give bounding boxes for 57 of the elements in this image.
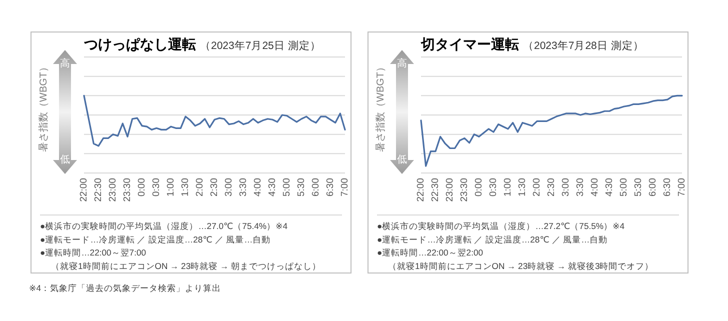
text: 高 [397,58,407,70]
x-tick-label: 22:00 [416,178,426,202]
text: ●横浜市の実験時間の平均気温（湿度）…27.2℃（75.5%）※4 [377,221,625,231]
x-tick-label: 5:00 [282,178,292,196]
text: ●運転モード…冷房運転 ／ 設定温度…28℃ ／ 風量…自動 [377,234,608,244]
x-tick-label: 23:00 [108,178,118,202]
x-tick-label: 1:00 [502,178,514,196]
x-tick-label: 2:30 [209,178,220,196]
x-tick-label: 3:00 [224,178,234,196]
text: ●運転モード…冷房運転 ／ 設定温度…28℃ ／ 風量…自動 [40,234,271,244]
x-tick-label: 2:00 [532,178,542,196]
x-tick-label: 2:00 [194,178,206,196]
x-tick-label: 0:30 [151,178,162,196]
x-tick-label: 6:30 [325,178,336,196]
x-tick-label: 4:30 [604,178,615,196]
x-tick-label: 7:00 [340,178,350,196]
chart-title: つけっぱなし運転 [83,36,196,52]
x-tick-label: 23:30 [459,178,470,202]
chart-subtitle: （2023年7月28日 測定） [523,39,644,52]
x-tick-label: 6:00 [310,178,322,196]
text: （就寝1時間前にエアコンON → 23時就寝 → 朝までつけっぱなし） [51,260,321,271]
text: （就寝1時間前にエアコンON → 23時就寝 → 就寝後3時間でオフ） [388,260,654,271]
y-axis-title: 暑さ指数（WBGT） [374,62,386,152]
x-tick-label: 5:30 [633,178,644,196]
x-tick-label: 5:00 [618,178,630,196]
y-axis-title: 暑さ指数（WBGT） [38,62,50,152]
x-tick-label: 23:30 [122,178,133,202]
text: ※4：気象庁「過去の気象データ検索」より算出 [29,283,221,293]
text: 低 [60,154,70,166]
x-tick-label: 0:00 [474,178,484,196]
x-tick-label: 6:30 [662,178,673,196]
x-tick-label: 2:30 [546,178,557,196]
chart-title: 切タイマー運転 [420,36,519,52]
text: 低 [397,154,407,166]
x-tick-label: 3:00 [560,178,572,196]
x-tick-label: 5:30 [296,178,307,196]
x-tick-label: 3:30 [575,178,586,196]
x-tick-label: 4:00 [590,178,600,196]
x-tick-label: 0:30 [488,178,499,196]
text: ●運転時間…22:00～翌2:00 [377,248,484,258]
x-tick-label: 4:00 [252,178,264,196]
x-tick-label: 1:00 [166,178,176,196]
x-tick-label: 1:30 [180,178,191,196]
x-tick-label: 4:30 [267,178,278,196]
x-tick-label: 3:30 [238,178,249,196]
x-tick-label: 0:00 [136,178,148,196]
x-tick-label: 6:00 [648,178,658,196]
x-tick-label: 7:00 [676,178,688,196]
x-tick-label: 22:30 [430,178,441,202]
text: 高 [60,58,70,70]
x-tick-label: 22:30 [93,178,104,202]
x-tick-label: 22:00 [78,178,90,202]
text: ●横浜市の実験時間の平均気温（湿度）…27.0℃（75.4%）※4 [40,221,288,231]
x-tick-label: 23:00 [444,178,456,202]
chart-subtitle: （2023年7月25日 測定） [200,39,321,52]
text: ●運転時間…22:00～翌7:00 [40,248,146,258]
x-tick-label: 1:30 [517,178,528,196]
